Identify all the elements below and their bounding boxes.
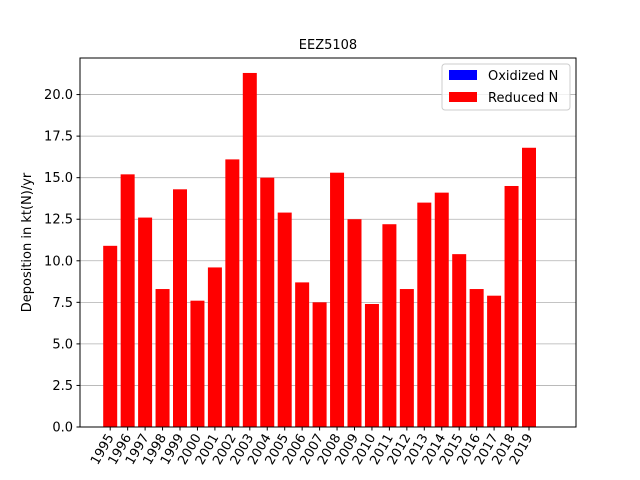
y-tick-label: 10.0 [44, 254, 73, 269]
y-axis-label: Deposition in kt(N)/yr [20, 172, 35, 312]
bar-reduced-n-2002 [225, 159, 240, 427]
legend-swatch-oxidized-n [449, 70, 477, 80]
bar-reduced-n-2015 [452, 254, 467, 427]
bar-reduced-n-2014 [434, 192, 449, 427]
bar-reduced-n-1996 [120, 174, 135, 427]
bar-reduced-n-1997 [138, 217, 153, 427]
bar-reduced-n-2018 [504, 185, 519, 427]
bar-reduced-n-2008 [330, 172, 345, 427]
bar-reduced-n-2011 [382, 224, 397, 427]
y-tick-label: 17.5 [44, 130, 73, 145]
bar-reduced-n-2016 [469, 289, 484, 427]
y-tick-label: 7.5 [52, 296, 73, 311]
bar-reduced-n-1999 [173, 189, 187, 427]
bar-reduced-n-2005 [277, 212, 292, 427]
bar-reduced-n-2017 [487, 295, 502, 427]
chart-title: EEZ5108 [299, 38, 357, 53]
bar-reduced-n-2013 [417, 202, 432, 427]
bar-reduced-n-2019 [522, 147, 536, 427]
y-tick-label: 20.0 [44, 88, 73, 103]
legend: Oxidized N Reduced N [441, 63, 571, 111]
bar-reduced-n-2006 [295, 282, 310, 427]
bar-reduced-n-2001 [207, 267, 222, 427]
legend-label-reduced-n: Reduced N [488, 91, 558, 106]
bar-reduced-n-1998 [155, 289, 170, 427]
y-tick-label: 15.0 [44, 171, 73, 186]
bar-reduced-n-2000 [190, 300, 205, 427]
bars [103, 72, 536, 428]
x-axis-ticks: 1995199619971998199920002001200220032004… [88, 427, 536, 468]
bar-reduced-n-2007 [312, 302, 327, 427]
legend-swatch-reduced-n [449, 92, 477, 102]
y-tick-label: 5.0 [52, 337, 73, 352]
bar-reduced-n-2004 [260, 177, 275, 427]
bar-reduced-n-2012 [399, 289, 414, 427]
bar-reduced-n-2003 [242, 72, 257, 428]
y-axis-ticks: 0.0 2.5 5.0 7.5 10.0 12.5 15.0 17.5 20.0 [44, 88, 80, 436]
y-tick-label: 2.5 [52, 379, 73, 394]
bar-reduced-n-1995 [103, 245, 118, 427]
bar-reduced-n-2009 [347, 219, 362, 427]
bar-reduced-n-2010 [364, 304, 379, 427]
y-tick-label: 0.0 [52, 421, 73, 436]
y-tick-label: 12.5 [44, 213, 73, 228]
legend-label-oxidized-n: Oxidized N [488, 69, 558, 84]
plot-frame [79, 57, 577, 428]
